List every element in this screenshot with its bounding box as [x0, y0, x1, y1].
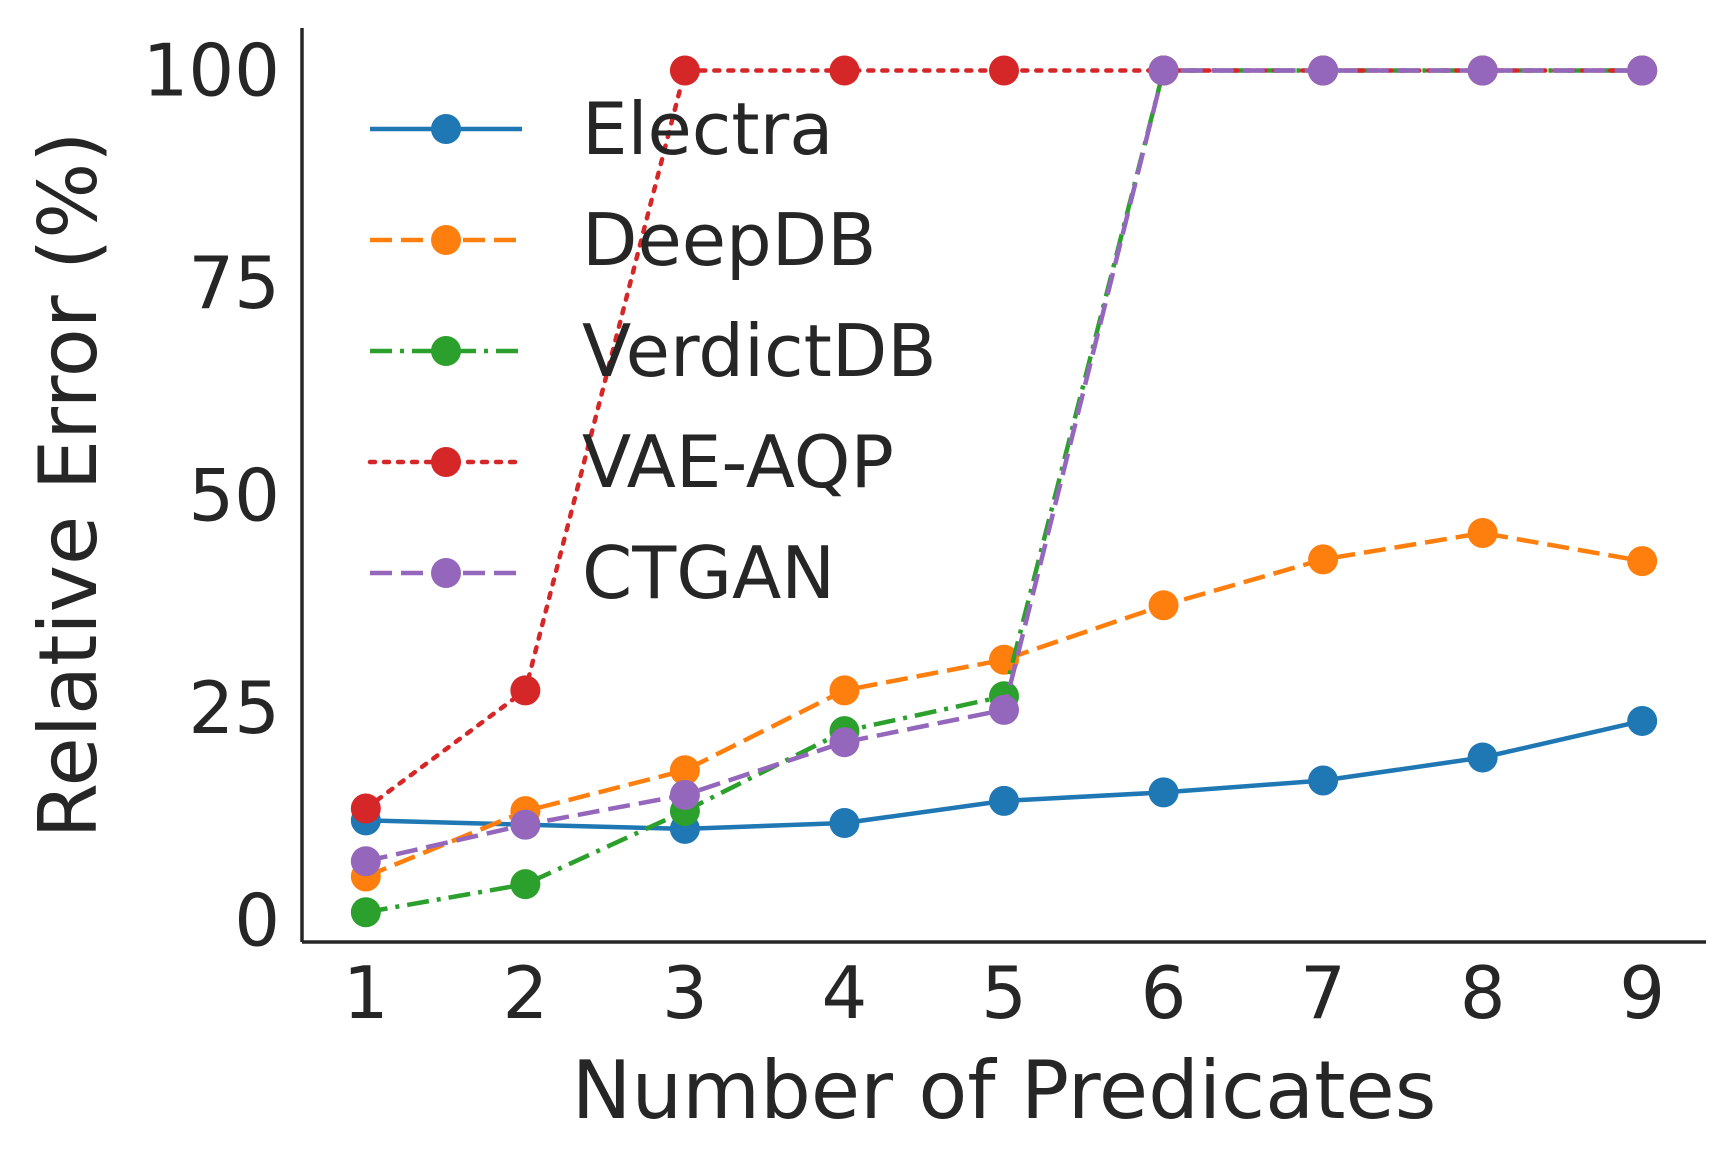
data-point-verdictdb: [350, 897, 381, 928]
x-tick-label: 6: [1141, 951, 1187, 1035]
data-point-verdictdb: [510, 869, 541, 900]
y-tick-label: 50: [188, 454, 280, 538]
legend-marker-electra: [431, 114, 461, 144]
y-tick-label: 100: [143, 29, 280, 113]
data-point-deepdb: [829, 675, 860, 706]
data-point-ctgan: [1467, 55, 1498, 86]
legend-marker-vae-aqp: [431, 447, 461, 477]
legend-entry-vae-aqp: VAE-AQP: [367, 420, 894, 504]
legend-entry-ctgan: CTGAN: [370, 531, 835, 615]
legend-label-verdictdb: VerdictDB: [582, 309, 937, 393]
x-tick-label: 8: [1460, 951, 1506, 1035]
data-point-deepdb: [989, 644, 1019, 675]
y-tick-label: 0: [234, 879, 280, 963]
data-point-deepdb: [1308, 544, 1339, 575]
x-tick-labels: 1 2 3 4 5 6 7 8 9: [343, 951, 1665, 1035]
data-point-electra: [989, 785, 1019, 816]
data-point-deepdb: [1148, 590, 1179, 621]
data-point-ctgan: [669, 779, 700, 810]
data-point-electra: [1627, 705, 1658, 736]
data-point-ctgan: [510, 809, 541, 840]
legend: Electra DeepDB VerdictDB VAE-AQP CTGAN: [367, 87, 937, 615]
y-tick-labels: 0 25 50 75 100: [143, 29, 280, 963]
legend-label-ctgan: CTGAN: [582, 531, 835, 615]
data-point-vae-aqp: [510, 675, 541, 706]
y-axis-label: Relative Error (%): [22, 132, 115, 839]
data-point-electra: [1467, 742, 1498, 773]
data-point-electra: [829, 807, 860, 838]
legend-entry-deepdb: DeepDB: [370, 198, 877, 282]
data-point-ctgan: [1148, 55, 1179, 86]
x-tick-label: 2: [502, 951, 548, 1035]
x-tick-label: 5: [981, 951, 1027, 1035]
data-point-ctgan: [1308, 55, 1339, 86]
x-tick-label: 4: [822, 951, 868, 1035]
data-point-vae-aqp: [350, 793, 381, 824]
x-axis-label: Number of Predicates: [572, 1044, 1437, 1137]
legend-label-deepdb: DeepDB: [582, 198, 877, 282]
data-point-ctgan: [1627, 55, 1658, 86]
y-tick-label: 25: [188, 666, 280, 750]
data-point-ctgan: [350, 846, 381, 877]
legend-label-electra: Electra: [582, 87, 833, 171]
axes-layer: [300, 28, 1706, 944]
x-tick-label: 3: [662, 951, 708, 1035]
data-point-electra: [1148, 777, 1179, 808]
x-tick-label: 1: [343, 951, 389, 1035]
data-point-deepdb: [669, 755, 700, 786]
data-point-vae-aqp: [829, 55, 860, 86]
legend-marker-ctgan: [431, 558, 461, 588]
series-ctgan: [350, 55, 1658, 877]
legend-label-vae-aqp: VAE-AQP: [582, 420, 894, 504]
legend-entry-verdictdb: VerdictDB: [370, 309, 937, 393]
series-electra: [350, 705, 1658, 844]
data-point-ctgan: [989, 694, 1019, 725]
y-tick-label: 75: [188, 241, 280, 325]
legend-marker-deepdb: [431, 225, 461, 255]
data-point-deepdb: [1627, 546, 1658, 577]
data-point-vae-aqp: [669, 55, 700, 86]
x-tick-label: 7: [1300, 951, 1346, 1035]
data-point-deepdb: [1467, 518, 1498, 549]
series-layer: [350, 55, 1658, 928]
data-point-ctgan: [829, 727, 860, 758]
legend-entry-electra: Electra: [370, 87, 833, 171]
data-point-vae-aqp: [989, 55, 1019, 86]
data-point-electra: [1308, 765, 1339, 796]
x-tick-label: 9: [1619, 951, 1665, 1035]
series-line-deepdb: [364, 530, 1643, 879]
legend-marker-verdictdb: [431, 336, 461, 366]
